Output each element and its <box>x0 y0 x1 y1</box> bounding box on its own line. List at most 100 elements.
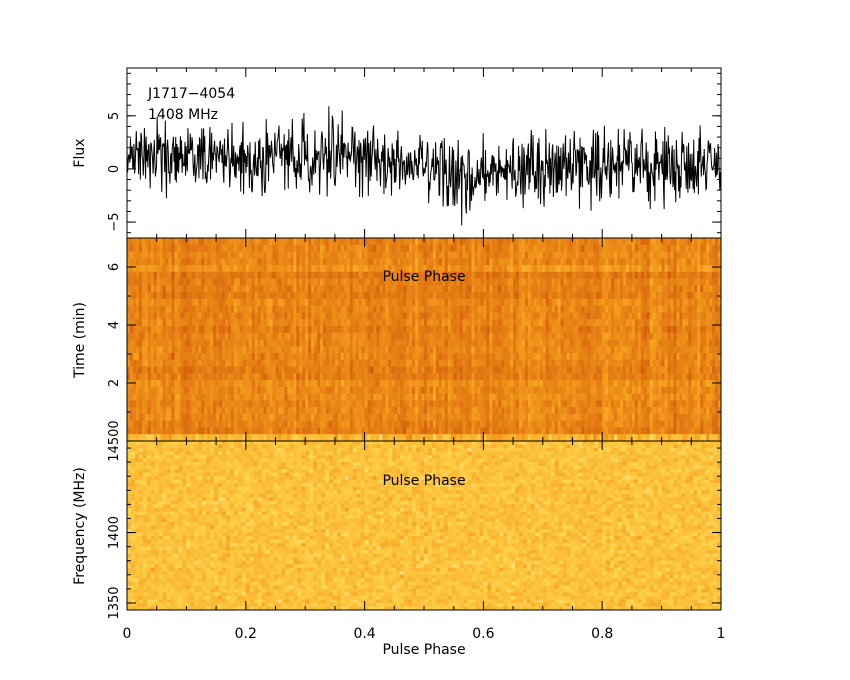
heatmap-cell <box>453 305 458 313</box>
heatmap-cell <box>230 292 235 300</box>
heatmap-cell <box>225 346 229 354</box>
profile-ylabel: Flux <box>72 138 88 167</box>
heatmap-cell <box>284 312 288 320</box>
heatmap-cell <box>715 298 719 307</box>
heatmap-cell <box>364 373 368 381</box>
heatmap-cell <box>587 380 591 388</box>
heatmap-cell <box>162 271 167 279</box>
heatmap-cell <box>673 373 677 381</box>
heatmap-cell <box>168 305 172 313</box>
heatmap-cell <box>361 292 365 300</box>
heatmap-cell <box>162 298 167 307</box>
heatmap-cell <box>299 400 303 408</box>
heatmap-cell <box>230 332 235 340</box>
heatmap-cell <box>225 319 229 327</box>
heatmap-cell <box>340 312 345 320</box>
heatmap-cell <box>358 305 363 313</box>
heatmap-cell <box>180 258 184 266</box>
heatmap-cell <box>643 265 648 273</box>
heatmap-cell <box>697 251 701 259</box>
heatmap-cell <box>162 346 167 354</box>
heatmap-cell <box>177 251 181 259</box>
heatmap-cell <box>513 346 517 354</box>
heatmap-cell <box>409 346 413 354</box>
heatmap-cell <box>302 285 306 293</box>
heatmap-cell <box>376 251 380 259</box>
heatmap-cell <box>147 380 152 388</box>
heatmap-cell <box>542 305 547 313</box>
heatmap-cell <box>147 251 152 259</box>
heatmap-cell <box>373 271 377 279</box>
heatmap-cell <box>658 339 662 347</box>
heatmap-cell <box>355 359 360 367</box>
heatmap-cell <box>694 380 698 388</box>
heatmap-cell <box>373 400 377 408</box>
heatmap-cell <box>198 400 202 408</box>
heatmap-cell <box>412 400 416 408</box>
heatmap-cell <box>661 353 665 361</box>
heatmap-cell <box>278 265 282 273</box>
heatmap-cell <box>239 359 244 367</box>
heatmap-cell <box>236 359 241 367</box>
heatmap-cell <box>569 298 573 307</box>
heatmap-cell <box>305 332 309 340</box>
heatmap-cell <box>400 312 404 320</box>
heatmap-cell <box>432 353 437 361</box>
heatmap-cell <box>355 353 360 361</box>
heatmap-cell <box>302 346 306 354</box>
heatmap-cell <box>391 312 395 320</box>
heatmap-cell <box>492 353 496 361</box>
heatmap-cell <box>685 251 689 259</box>
heatmap-cell <box>504 238 508 246</box>
heatmap-cell <box>712 359 716 367</box>
heatmap-cell <box>376 312 380 320</box>
heatmap-cell <box>227 258 232 266</box>
heatmap-cell <box>587 244 591 252</box>
heatmap-cell <box>281 271 285 279</box>
heatmap-cell <box>144 258 149 266</box>
heatmap-cell <box>352 251 357 259</box>
heatmap-cell <box>581 373 585 381</box>
heatmap-cell <box>334 285 339 293</box>
heatmap-cell <box>560 244 564 252</box>
heatmap-cell <box>278 332 282 340</box>
heatmap-cell <box>590 278 594 286</box>
heatmap-cell <box>426 292 431 300</box>
heatmap-cell <box>219 325 223 334</box>
heatmap-cell <box>453 285 458 293</box>
heatmap-cell <box>611 258 615 266</box>
heatmap-cell <box>144 386 149 395</box>
heatmap-cell <box>334 258 339 266</box>
heatmap-cell <box>358 386 363 395</box>
heatmap-cell <box>709 346 713 354</box>
heatmap-cell <box>201 292 205 300</box>
heatmap-cell <box>409 393 413 401</box>
heatmap-cell <box>706 312 710 320</box>
heatmap-cell <box>331 353 336 361</box>
heatmap-cell <box>334 319 339 327</box>
heatmap-cell <box>290 346 294 354</box>
heatmap-cell <box>718 238 722 246</box>
heatmap-cell <box>180 319 184 327</box>
heatmap-cell <box>403 373 407 381</box>
heatmap-cell <box>522 386 526 395</box>
heatmap-cell <box>664 386 668 395</box>
heatmap-cell <box>545 271 550 279</box>
heatmap-cell <box>548 265 553 273</box>
heatmap-cell <box>578 238 582 246</box>
heatmap-cell <box>676 285 680 293</box>
heatmap-cell <box>596 393 600 401</box>
heatmap-cell <box>495 353 499 361</box>
heatmap-cell <box>314 373 318 381</box>
heatmap-cell <box>599 359 603 367</box>
heatmap-cell <box>548 298 553 307</box>
heatmap-cell <box>168 400 172 408</box>
heatmap-cell <box>323 305 327 313</box>
heatmap-cell <box>340 346 345 354</box>
heatmap-cell <box>352 393 357 401</box>
heatmap-cell <box>153 319 158 327</box>
heatmap-cell <box>575 265 579 273</box>
heatmap-cell <box>634 271 639 279</box>
heatmap-cell <box>605 265 609 273</box>
heatmap-cell <box>272 298 276 307</box>
